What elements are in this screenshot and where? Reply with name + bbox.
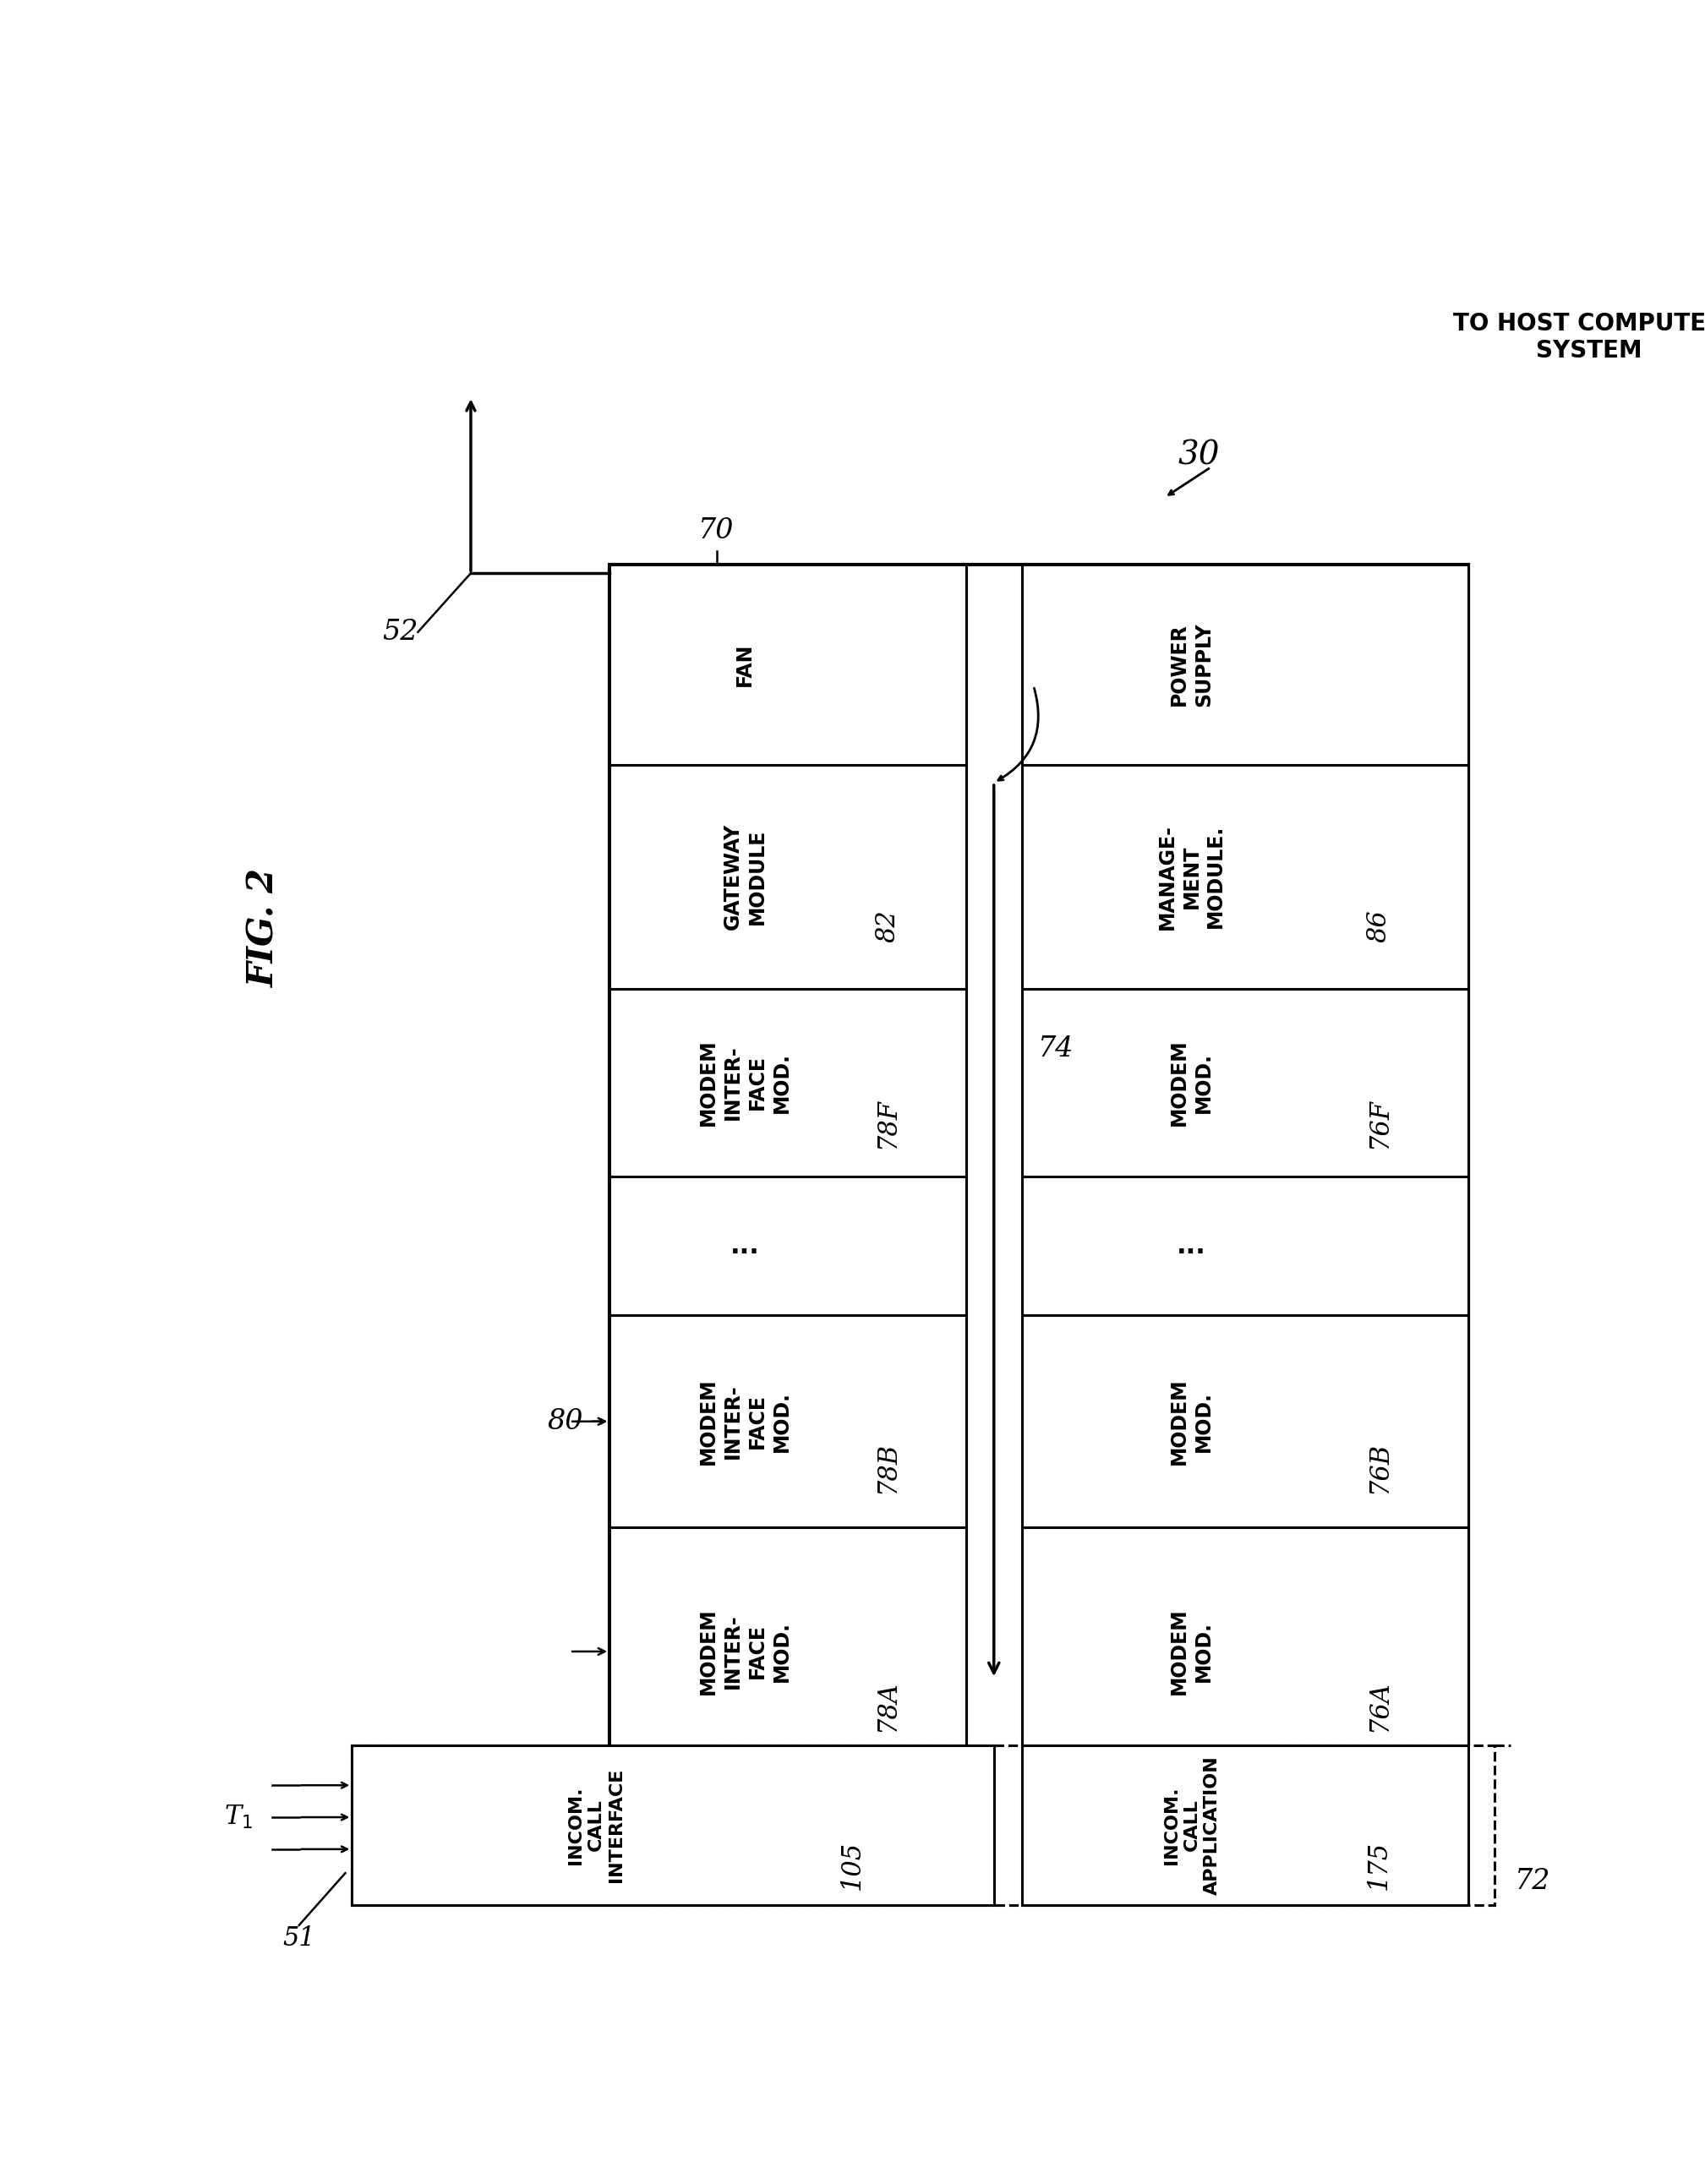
Bar: [351, 1745, 994, 1904]
Text: 76F: 76F: [1366, 1099, 1393, 1149]
Text: 78A: 78A: [875, 1679, 900, 1732]
Text: MANAGE-
MENT
MODULE.: MANAGE- MENT MODULE.: [1158, 823, 1226, 930]
Text: ...: ...: [1176, 1234, 1205, 1258]
Text: 175: 175: [1366, 1841, 1393, 1889]
Bar: [1021, 1315, 1468, 1527]
Text: 51: 51: [283, 1926, 315, 1952]
Bar: [351, 1745, 1495, 1904]
Bar: [610, 1315, 967, 1527]
Bar: [610, 764, 967, 989]
Bar: [1021, 1177, 1468, 1315]
Bar: [1021, 1527, 1468, 1776]
Bar: [610, 1527, 967, 1776]
Text: 74: 74: [1038, 1035, 1074, 1064]
Bar: [1021, 989, 1468, 1177]
Text: MODEM
MOD.: MODEM MOD.: [1170, 1607, 1214, 1695]
Text: ...: ...: [730, 1234, 760, 1258]
Bar: [610, 989, 967, 1177]
Text: 52: 52: [382, 618, 418, 646]
Bar: [1021, 1745, 1468, 1904]
Text: GATEWAY
MODULE: GATEWAY MODULE: [723, 823, 767, 930]
Text: 105: 105: [839, 1841, 866, 1889]
Bar: [610, 1177, 967, 1315]
Text: INCOM.
CALL
INTERFACE: INCOM. CALL INTERFACE: [568, 1769, 624, 1883]
Text: POWER
SUPPLY: POWER SUPPLY: [1170, 622, 1214, 708]
Text: 78F: 78F: [875, 1099, 900, 1149]
Text: 30: 30: [1178, 439, 1219, 472]
Text: MODEM
INTER-
FACE
MOD.: MODEM INTER- FACE MOD.: [699, 1378, 791, 1465]
Bar: [1021, 764, 1468, 989]
Text: 76B: 76B: [1366, 1441, 1393, 1494]
Text: MODEM
MOD.: MODEM MOD.: [1170, 1378, 1214, 1465]
Bar: [967, 566, 1021, 1776]
Text: 86: 86: [1366, 909, 1393, 941]
Bar: [1021, 566, 1468, 764]
Text: INCOM.
CALL
APPLICATION: INCOM. CALL APPLICATION: [1163, 1756, 1221, 1896]
Bar: [610, 566, 967, 764]
Text: MODEM
MOD.: MODEM MOD.: [1170, 1040, 1214, 1125]
Text: 80: 80: [547, 1409, 583, 1435]
Text: 76A: 76A: [1366, 1679, 1393, 1732]
Text: TO HOST COMPUTER
SYSTEM: TO HOST COMPUTER SYSTEM: [1453, 312, 1705, 363]
Text: 78B: 78B: [875, 1441, 900, 1494]
Text: 70: 70: [699, 518, 735, 544]
Text: FIG. 2: FIG. 2: [246, 869, 281, 987]
Text: MODEM
INTER-
FACE
MOD.: MODEM INTER- FACE MOD.: [699, 1607, 791, 1695]
Text: MODEM
INTER-
FACE
MOD.: MODEM INTER- FACE MOD.: [699, 1040, 791, 1125]
Text: 82: 82: [875, 909, 900, 941]
Text: 72: 72: [1514, 1867, 1550, 1896]
Text: T$_1$: T$_1$: [223, 1804, 252, 1830]
Text: FAN: FAN: [735, 642, 755, 686]
Bar: [610, 566, 1468, 1776]
